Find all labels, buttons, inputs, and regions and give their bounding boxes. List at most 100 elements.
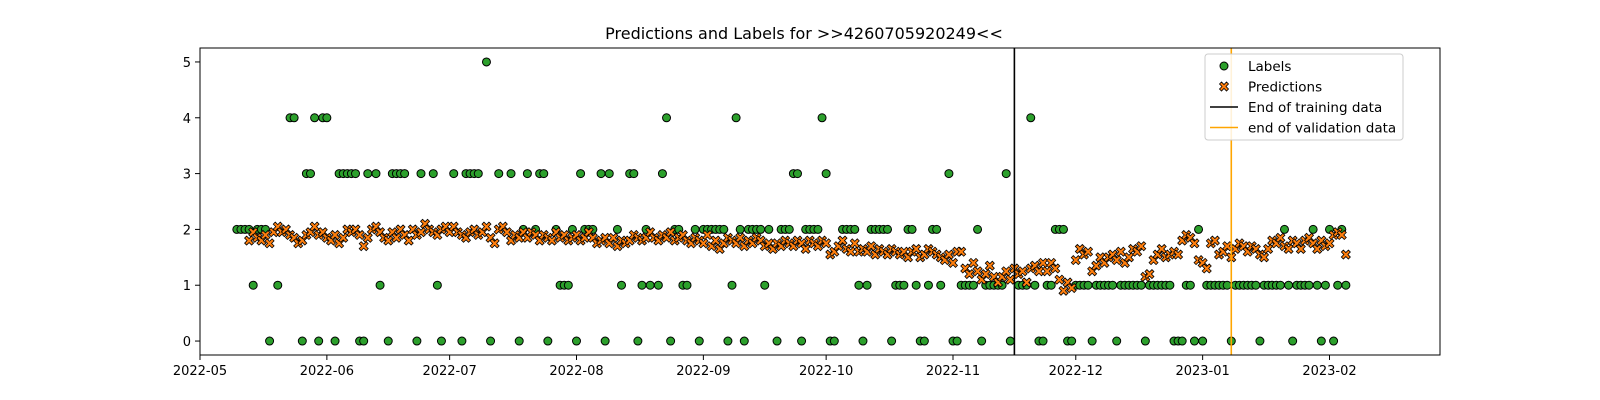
- label-point: [727, 280, 737, 290]
- prediction-point: [1070, 255, 1081, 266]
- label-point: [1341, 280, 1351, 290]
- label-point: [731, 113, 741, 123]
- label-point: [604, 169, 614, 179]
- label-point: [1165, 280, 1175, 290]
- label-point: [1255, 336, 1265, 346]
- prediction-point: [1283, 243, 1294, 255]
- label-point: [481, 57, 491, 67]
- prediction-point: [546, 235, 558, 246]
- label-point: [1284, 280, 1294, 290]
- prediction-point: [362, 232, 373, 243]
- label-point: [637, 280, 647, 290]
- prediction-point: [501, 227, 512, 238]
- chart-title: Predictions and Labels for >>42607059202…: [605, 24, 1003, 43]
- label-point: [273, 280, 283, 290]
- legend: Labels Predictions End of training data end…: [1204, 53, 1404, 141]
- prediction-point: [964, 268, 975, 280]
- label-point: [449, 169, 459, 179]
- prediction-point: [972, 266, 983, 277]
- label-point: [617, 280, 627, 290]
- label-point: [1288, 336, 1298, 346]
- label-point: [821, 169, 831, 179]
- prediction-point: [1017, 266, 1028, 277]
- prediction-point: [481, 221, 492, 232]
- prediction-point: [1123, 252, 1135, 263]
- label-point: [1083, 280, 1093, 290]
- y-tick-label: 3: [183, 168, 191, 183]
- label-point: [854, 280, 864, 290]
- label-point: [760, 280, 770, 290]
- label-point: [936, 280, 946, 290]
- label-point: [522, 169, 532, 179]
- label-point: [653, 280, 663, 290]
- prediction-point: [1336, 229, 1347, 241]
- prediction-point: [1144, 268, 1155, 280]
- prediction-point: [943, 249, 954, 260]
- prediction-point: [1258, 252, 1270, 263]
- label-point: [330, 336, 340, 346]
- prediction-point: [710, 235, 721, 246]
- prediction-point: [1275, 232, 1286, 243]
- plot-frame: [199, 47, 1441, 356]
- x-tick-label: 2022-09: [676, 364, 730, 379]
- prediction-point: [1189, 238, 1200, 249]
- prediction-point: [947, 257, 959, 268]
- label-point: [486, 336, 496, 346]
- y-tick-label: 1: [183, 279, 191, 294]
- label-point: [400, 169, 410, 179]
- label-point: [359, 336, 369, 346]
- label-point: [1185, 280, 1195, 290]
- legend-label: Predictions: [1248, 80, 1322, 96]
- prediction-point: [866, 241, 877, 252]
- prediction-point: [358, 241, 369, 252]
- prediction-point: [354, 229, 365, 241]
- prediction-point: [1201, 263, 1212, 274]
- prediction-point: [1340, 249, 1351, 260]
- prediction-point: [956, 246, 967, 257]
- label-point: [772, 336, 782, 346]
- label-point: [629, 169, 639, 179]
- label-point: [682, 280, 692, 290]
- label-point: [973, 224, 983, 234]
- label-point: [1308, 224, 1318, 234]
- label-point: [719, 224, 729, 234]
- prediction-point: [383, 235, 394, 246]
- label-point: [1136, 280, 1146, 290]
- label-point: [952, 336, 962, 346]
- label-point: [612, 224, 622, 234]
- prediction-point: [608, 232, 619, 243]
- prediction-point: [264, 238, 275, 249]
- label-point: [944, 169, 954, 179]
- legend-marker-predictions: [1218, 81, 1230, 92]
- label-point: [506, 169, 516, 179]
- label-point: [416, 169, 426, 179]
- x-tick-label: 2022-07: [422, 364, 476, 379]
- x-tick-label: 2023-02: [1302, 364, 1356, 379]
- label-point: [1112, 336, 1122, 346]
- x-tick-label: 2022-12: [1049, 364, 1103, 379]
- label-point: [314, 336, 324, 346]
- prediction-point: [1001, 266, 1012, 277]
- label-point: [907, 224, 917, 234]
- label-point: [248, 280, 258, 290]
- label-point: [306, 169, 315, 179]
- label-point: [1198, 336, 1208, 346]
- label-point: [457, 336, 467, 346]
- label-point: [662, 113, 672, 123]
- prediction-point: [698, 238, 709, 249]
- label-point: [1275, 280, 1285, 290]
- label-point: [1194, 224, 1204, 234]
- label-point: [1251, 280, 1261, 290]
- label-point: [694, 336, 704, 346]
- label-point: [600, 336, 610, 346]
- label-point: [572, 336, 581, 346]
- labels-series: [232, 57, 1351, 346]
- label-point: [1026, 113, 1036, 123]
- prediction-point: [1173, 249, 1184, 260]
- label-point: [351, 169, 361, 179]
- label-point: [977, 336, 987, 346]
- y-tick-label: 5: [183, 56, 191, 71]
- label-point: [1329, 336, 1339, 346]
- label-point: [633, 336, 643, 346]
